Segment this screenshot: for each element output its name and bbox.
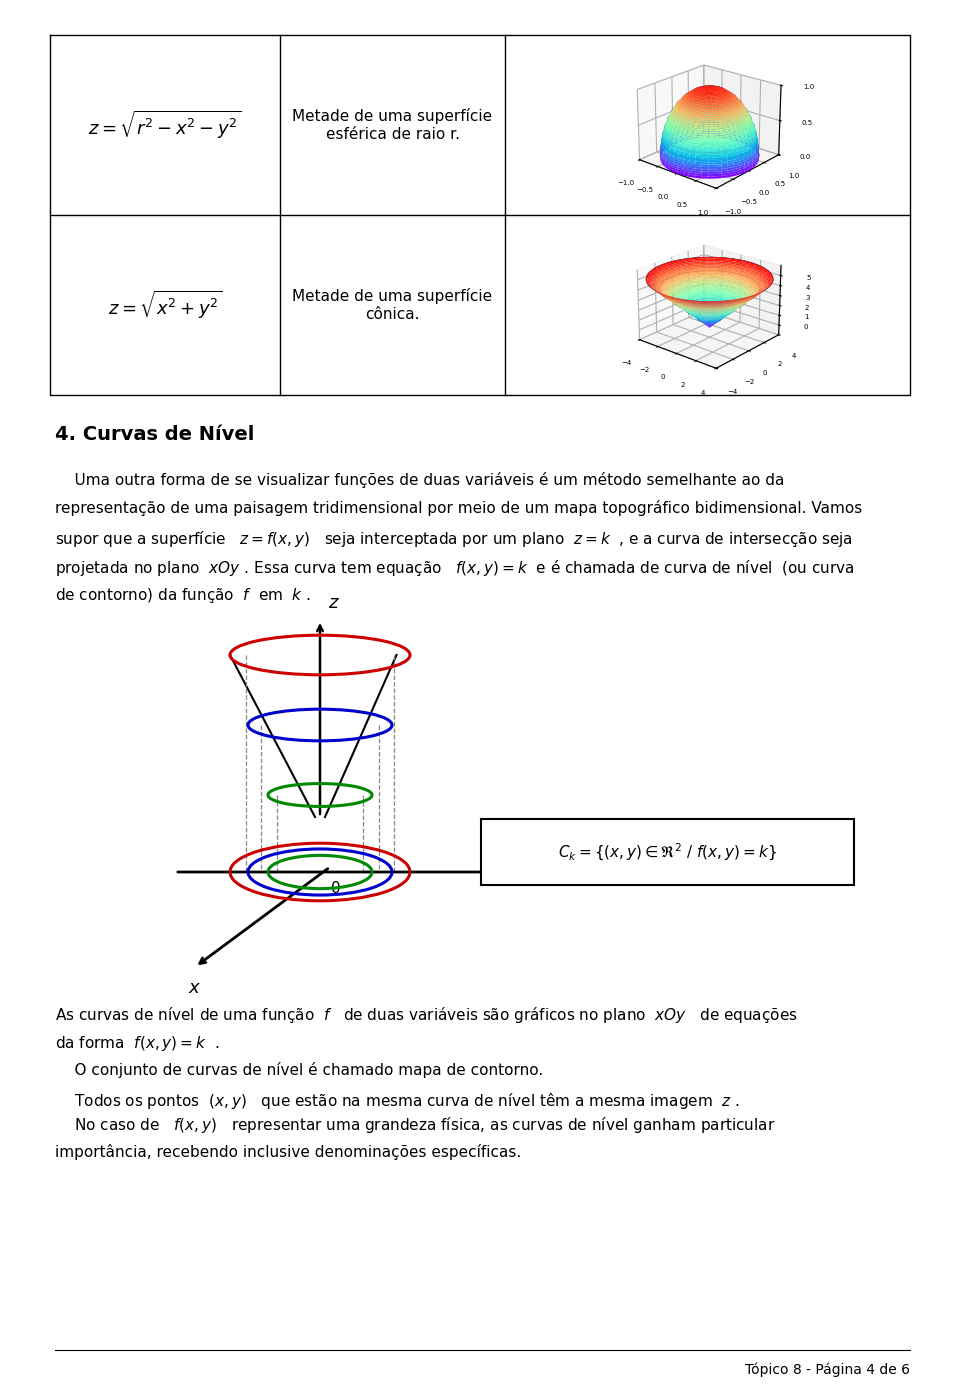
Text: $y$: $y$ bbox=[528, 865, 541, 883]
Text: Uma outra forma de se visualizar funções de duas variáveis é um método semelhant: Uma outra forma de se visualizar funções… bbox=[55, 472, 784, 488]
Text: da forma  $f(x,y) = k$  .: da forma $f(x,y) = k$ . bbox=[55, 1034, 220, 1052]
FancyBboxPatch shape bbox=[481, 819, 854, 884]
Text: As curvas de nível de uma função  $f$   de duas variáveis são gráficos no plano : As curvas de nível de uma função $f$ de … bbox=[55, 1004, 798, 1025]
Text: Tópico 8 - Página 4 de 6: Tópico 8 - Página 4 de 6 bbox=[745, 1362, 910, 1377]
Text: supor que a superfície   $z = f(x, y)$   seja interceptada por um plano  $z = k$: supor que a superfície $z = f(x, y)$ sej… bbox=[55, 529, 852, 550]
Text: No caso de   $f(x, y)$   representar uma grandeza física, as curvas de nível gan: No caso de $f(x, y)$ representar uma gra… bbox=[55, 1115, 776, 1136]
Text: projetada no plano  $xOy$ . Essa curva tem equação   $f(x, y) = k$  e é chamada : projetada no plano $xOy$ . Essa curva te… bbox=[55, 558, 854, 578]
Text: importância, recebendo inclusive denominações específicas.: importância, recebendo inclusive denomin… bbox=[55, 1144, 521, 1159]
Text: Todos os pontos  $(x, y)$   que estão na mesma curva de nível têm a mesma imagem: Todos os pontos $(x, y)$ que estão na me… bbox=[55, 1091, 740, 1110]
Text: $0$: $0$ bbox=[330, 880, 341, 896]
Text: O conjunto de curvas de nível é chamado mapa de contorno.: O conjunto de curvas de nível é chamado … bbox=[55, 1062, 543, 1078]
Text: de contorno) da função  $f$  em  $k$ .: de contorno) da função $f$ em $k$ . bbox=[55, 586, 311, 605]
Text: $z = \sqrt{r^2 - x^2 - y^2}$: $z = \sqrt{r^2 - x^2 - y^2}$ bbox=[88, 109, 242, 141]
Text: $x$: $x$ bbox=[188, 979, 202, 997]
Text: $C_k = \{(x,y) \in \mathfrak{R}^2\ /\ f(x,y) = k\}$: $C_k = \{(x,y) \in \mathfrak{R}^2\ /\ f(… bbox=[558, 841, 777, 862]
Text: representação de uma paisagem tridimensional por meio de um mapa topográfico bid: representação de uma paisagem tridimensi… bbox=[55, 501, 862, 516]
Text: 4. Curvas de Nível: 4. Curvas de Nível bbox=[55, 425, 254, 444]
Text: $z = \sqrt{x^2 + y^2}$: $z = \sqrt{x^2 + y^2}$ bbox=[108, 289, 223, 321]
Text: Metade de uma superfície
cônica.: Metade de uma superfície cônica. bbox=[293, 289, 492, 322]
Text: $z$: $z$ bbox=[328, 594, 340, 612]
Text: Metade de uma superfície
esférica de raio r.: Metade de uma superfície esférica de rai… bbox=[293, 109, 492, 142]
